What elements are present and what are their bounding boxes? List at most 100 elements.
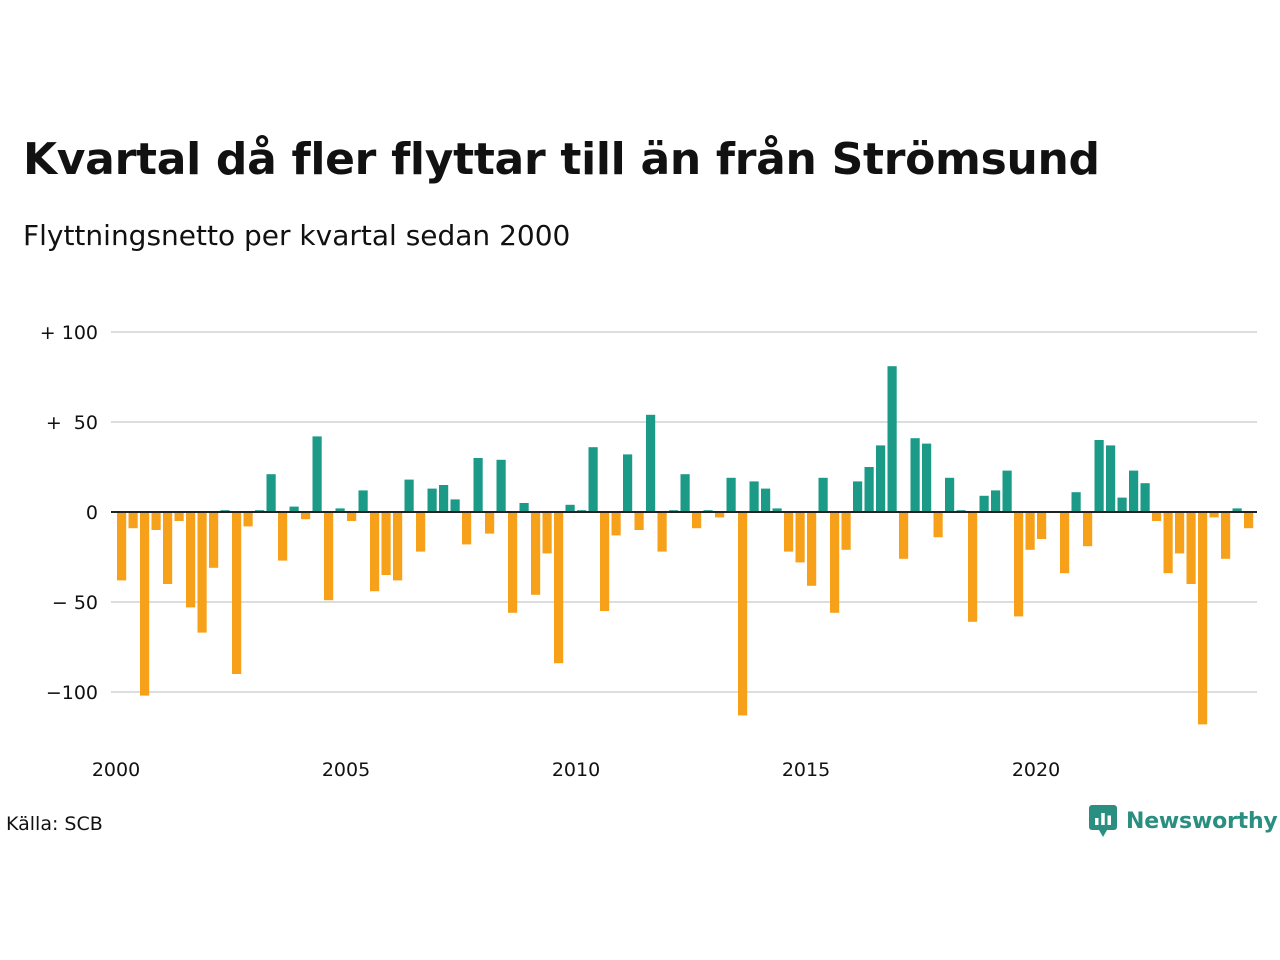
bar	[1175, 512, 1185, 554]
bar	[289, 506, 299, 512]
x-tick-label: 2005	[322, 759, 370, 781]
chart-title: Kvartal då fler flyttar till än från Str…	[23, 134, 1100, 185]
bar	[496, 459, 506, 512]
bar	[749, 481, 759, 512]
brand-name: Newsworthy	[1126, 808, 1278, 834]
bar	[404, 479, 414, 512]
bar-chart: + 100 + 50 0 − 50 −100 2000 2005 2010 2015 2020	[40, 322, 1257, 781]
bar	[462, 512, 472, 545]
bar	[473, 458, 483, 512]
source-note: Källa: SCB	[6, 813, 103, 835]
bar	[266, 474, 276, 512]
bar	[232, 512, 242, 674]
bar	[864, 467, 874, 512]
bar	[393, 512, 403, 581]
bar	[1106, 445, 1116, 512]
bar	[1232, 508, 1242, 512]
bar	[117, 512, 127, 581]
bar	[680, 474, 690, 512]
bar	[922, 443, 932, 512]
bar	[979, 495, 989, 512]
bar	[1152, 512, 1162, 521]
bar	[1094, 440, 1104, 512]
bar	[128, 512, 138, 529]
y-tick-label: + 100	[40, 322, 98, 344]
bar	[186, 512, 196, 608]
bar	[784, 512, 794, 552]
bar	[1002, 470, 1012, 512]
bar	[140, 512, 150, 696]
bars	[117, 366, 1254, 725]
bar	[439, 485, 449, 512]
bar	[312, 436, 322, 512]
bar	[370, 512, 380, 592]
y-tick-label: −100	[46, 682, 98, 704]
bar	[761, 488, 771, 512]
bar	[991, 490, 1001, 512]
bar	[841, 512, 851, 550]
bar	[1209, 512, 1219, 518]
bar	[358, 490, 368, 512]
y-tick-label: + 50	[46, 412, 98, 434]
bar	[508, 512, 518, 613]
bar	[876, 445, 886, 512]
bar	[347, 512, 357, 521]
bar	[1083, 512, 1093, 547]
bar	[657, 512, 667, 552]
bar	[209, 512, 219, 568]
bar	[335, 508, 345, 512]
bar	[163, 512, 173, 584]
bar	[910, 438, 920, 512]
bar	[450, 499, 460, 512]
bar	[1186, 512, 1196, 584]
bar	[715, 512, 725, 518]
bar	[830, 512, 840, 613]
bar	[1060, 512, 1070, 574]
bar	[726, 477, 736, 512]
brand-logo: Newsworthy	[1088, 804, 1278, 838]
bar	[738, 512, 748, 716]
bar	[772, 508, 782, 512]
bar	[807, 512, 817, 586]
bar	[611, 512, 621, 536]
bar	[795, 512, 805, 563]
bar	[542, 512, 552, 554]
y-tick-label: 0	[86, 502, 98, 524]
bar	[933, 512, 943, 538]
x-tick-label: 2010	[552, 759, 600, 781]
bar	[324, 512, 334, 601]
chart-subtitle: Flyttningsnetto per kvartal sedan 2000	[23, 219, 571, 252]
x-tick-label: 2020	[1012, 759, 1060, 781]
bar	[692, 512, 702, 529]
x-axis-ticks: 2000 2005 2010 2015 2020	[92, 759, 1060, 781]
bar	[1014, 512, 1024, 617]
bar	[588, 447, 598, 512]
bar	[1140, 483, 1150, 512]
x-tick-label: 2000	[92, 759, 140, 781]
bar	[853, 481, 863, 512]
y-tick-label: − 50	[52, 592, 98, 614]
bar	[1129, 470, 1139, 512]
x-tick-label: 2015	[782, 759, 830, 781]
bar	[278, 512, 288, 561]
bar	[381, 512, 391, 575]
bar	[519, 503, 529, 512]
bar	[1071, 492, 1081, 512]
bar	[887, 366, 897, 512]
bar	[554, 512, 564, 664]
bar	[646, 414, 656, 512]
bar	[485, 512, 495, 534]
gridlines	[111, 331, 1257, 693]
bar	[1198, 512, 1208, 725]
bar	[623, 454, 633, 512]
bar	[600, 512, 610, 611]
bar	[1163, 512, 1173, 574]
bar	[968, 512, 978, 622]
bar	[197, 512, 207, 633]
bar	[416, 512, 426, 552]
bar	[1221, 512, 1231, 559]
bar	[565, 504, 575, 512]
bar	[899, 512, 909, 559]
bar	[427, 488, 437, 512]
bar	[1244, 512, 1254, 529]
